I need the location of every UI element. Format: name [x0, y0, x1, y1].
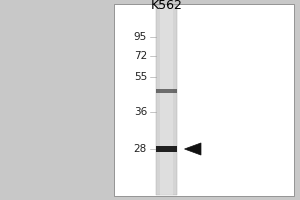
Bar	[156, 89, 177, 93]
Bar	[160, 5, 173, 195]
Text: 72: 72	[134, 51, 147, 61]
Polygon shape	[184, 143, 201, 155]
Text: 95: 95	[134, 32, 147, 42]
Text: 28: 28	[134, 144, 147, 154]
Bar	[156, 5, 177, 195]
Text: K562: K562	[151, 0, 182, 12]
Bar	[114, 4, 294, 196]
Text: 36: 36	[134, 107, 147, 117]
Text: 55: 55	[134, 72, 147, 82]
Bar	[156, 146, 177, 152]
